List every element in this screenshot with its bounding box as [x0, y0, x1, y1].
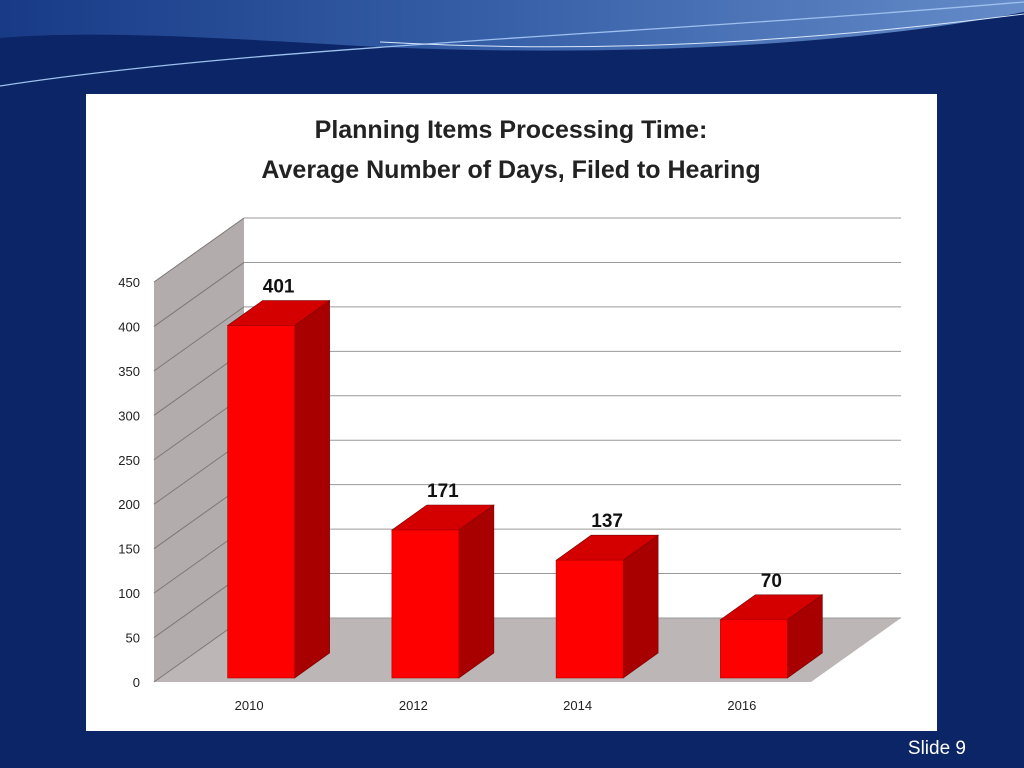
data-label: 171 — [427, 481, 459, 502]
data-label: 401 — [263, 277, 295, 298]
bar — [227, 325, 295, 679]
data-label: 137 — [591, 511, 623, 532]
y-tick-label: 450 — [118, 275, 140, 290]
y-tick-label: 200 — [118, 497, 140, 512]
bar — [555, 559, 624, 679]
y-tick-label: 250 — [118, 453, 140, 468]
y-tick-label: 300 — [118, 408, 140, 423]
chart-title-line-2: Average Number of Days, Filed to Hearing — [261, 156, 760, 184]
bar — [391, 529, 460, 679]
chart-title-line-1: Planning Items Processing Time: — [315, 116, 708, 144]
chart-panel: Planning Items Processing Time: Average … — [86, 94, 937, 731]
x-tick-label: 2016 — [727, 698, 756, 713]
slide-number: Slide 9 — [907, 738, 966, 759]
bar — [720, 619, 788, 679]
y-tick-label: 400 — [118, 319, 140, 334]
slide-header-swoosh — [0, 0, 1024, 90]
gridline-wall — [153, 306, 245, 372]
bar-side — [294, 299, 330, 679]
y-tick-label: 50 — [126, 631, 140, 646]
y-tick-label: 0 — [133, 675, 140, 690]
chart-side-wall — [154, 218, 244, 682]
chart-svg: Planning Items Processing Time: Average … — [118, 116, 901, 713]
chart-plot-area: 0 50 100 150 200 250 300 350 400 450 401 2010 171 201… — [118, 217, 901, 713]
gridline-wall — [153, 217, 245, 283]
chart-floor — [154, 618, 901, 682]
x-tick-label: 2014 — [563, 698, 592, 713]
gridline-wall — [153, 262, 245, 327]
x-tick-label: 2010 — [235, 698, 264, 713]
x-tick-label: 2012 — [399, 698, 428, 713]
y-tick-label: 350 — [118, 364, 140, 379]
data-label: 70 — [761, 571, 782, 592]
y-tick-label: 150 — [118, 542, 140, 557]
y-tick-label: 100 — [118, 586, 140, 601]
bar-side — [458, 504, 495, 679]
